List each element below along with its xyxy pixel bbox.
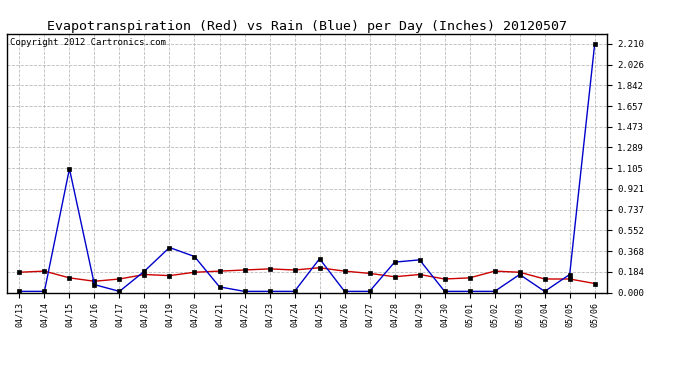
Text: Copyright 2012 Cartronics.com: Copyright 2012 Cartronics.com [10, 38, 166, 46]
Title: Evapotranspiration (Red) vs Rain (Blue) per Day (Inches) 20120507: Evapotranspiration (Red) vs Rain (Blue) … [47, 20, 567, 33]
